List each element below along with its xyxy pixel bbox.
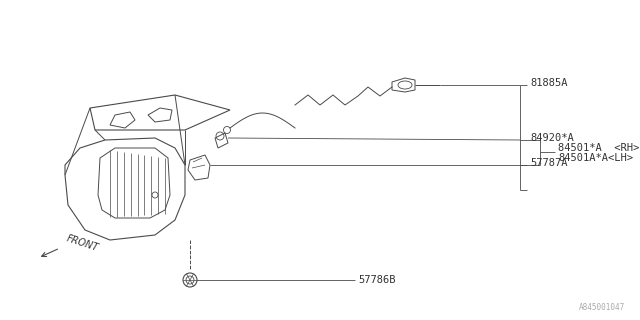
Text: 84501A*A<LH>: 84501A*A<LH>	[558, 153, 633, 163]
Text: 84501*A  <RH>: 84501*A <RH>	[558, 143, 639, 153]
Text: FRONT: FRONT	[65, 233, 100, 253]
Text: 81885A: 81885A	[530, 78, 568, 88]
Text: 84920*A: 84920*A	[530, 133, 573, 143]
Text: A845001047: A845001047	[579, 303, 625, 312]
Text: 57787A: 57787A	[530, 158, 568, 168]
Text: 57786B: 57786B	[358, 275, 396, 285]
